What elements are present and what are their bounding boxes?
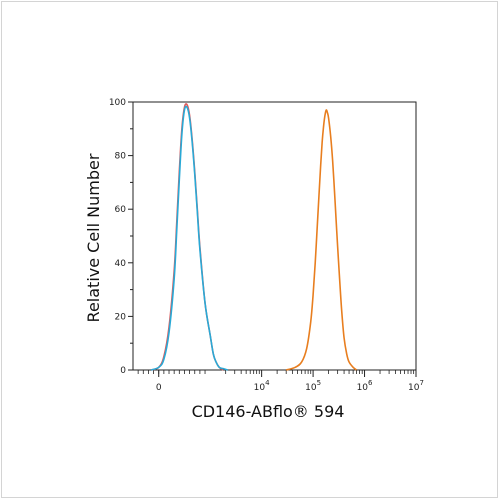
- x-tick-label: 0: [156, 383, 162, 393]
- y-tick-label: 0: [120, 366, 126, 376]
- x-tick-label: 105: [305, 379, 321, 393]
- y-tick-label: 20: [115, 312, 127, 322]
- y-tick-label: 40: [115, 259, 127, 269]
- y-axis-title: Relative Cell Number: [84, 153, 103, 322]
- series-line-1: [150, 103, 224, 371]
- plot-area: 0 20 40 60 80 100 0 104 105 106 107: [109, 98, 424, 393]
- series-line-3: [285, 109, 358, 371]
- series-line-2: [150, 105, 229, 371]
- x-tick-label: 107: [408, 379, 424, 393]
- x-tick-label: 106: [357, 379, 373, 393]
- y-tick-label: 60: [115, 205, 127, 215]
- y-tick-label: 100: [109, 98, 126, 108]
- y-tick-label: 80: [115, 152, 127, 162]
- x-tick-label: 104: [254, 379, 270, 393]
- x-axis-title: CD146-ABflo® 594: [192, 402, 345, 421]
